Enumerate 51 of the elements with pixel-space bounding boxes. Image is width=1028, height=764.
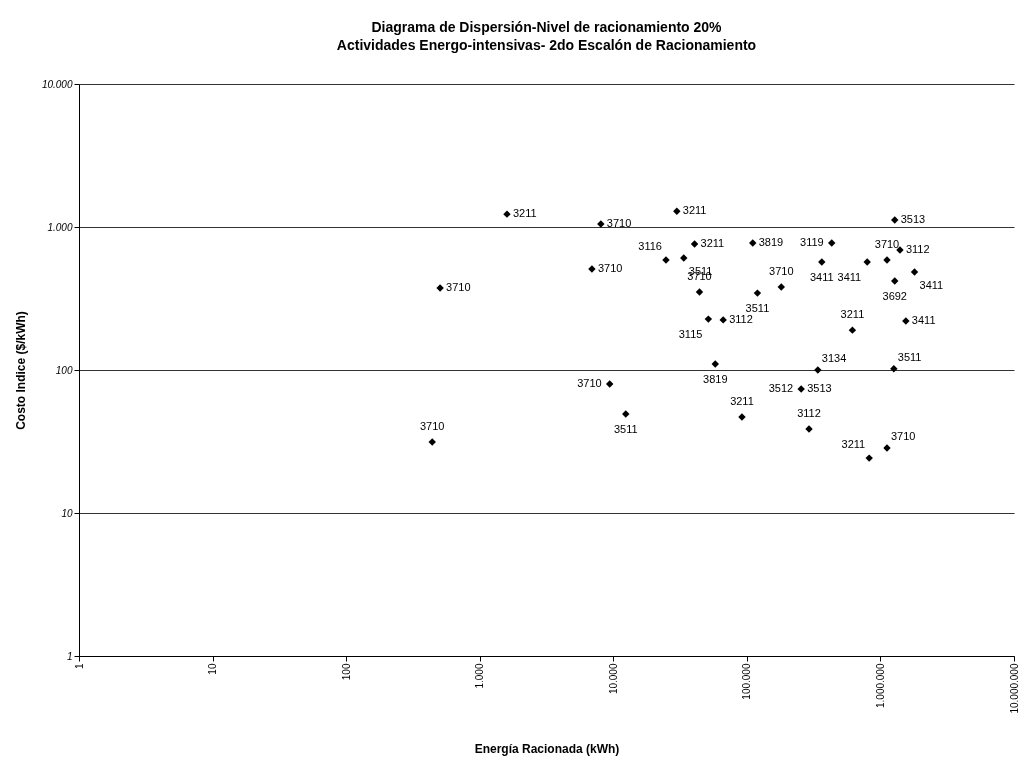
chart-title: Diagrama de Dispersión-Nivel de racionamiento 20% (371, 19, 723, 35)
annotation: 3513 (900, 212, 926, 225)
chart-subtitle: Actividades Energo-intensivas- 2do Escalón de Racionamiento (336, 37, 757, 53)
annotation: 3211 (682, 204, 707, 217)
annotation: 3710 (597, 262, 623, 275)
annotation: 3710 (874, 237, 900, 250)
annotation: 3411 (919, 279, 944, 292)
annotation: 3411 (809, 271, 834, 284)
y-tick-label: 10.000 (41, 78, 73, 90)
annotation: 3119 (800, 235, 824, 248)
y-axis-title: Costo Indice ($/kWh) (13, 311, 28, 430)
annotation: 3511 (613, 422, 638, 435)
annotation: 3512 (768, 382, 794, 395)
y-tick-label: 10 (61, 507, 73, 519)
x-tick-label: 100.000 (741, 663, 753, 700)
annotation: 3211 (512, 207, 537, 220)
annotation: 3211 (840, 308, 865, 321)
annotation: 3710 (606, 216, 632, 229)
annotation: 3116 (638, 239, 662, 252)
x-tick-label: 100 (340, 663, 352, 681)
x-tick-label: 10.000 (607, 663, 619, 695)
annotation: 3112 (905, 243, 930, 256)
annotation: 3710 (446, 281, 471, 294)
annotation: 3211 (730, 395, 754, 408)
annotation: 3710 (891, 429, 916, 442)
y-tick-label: 100 (55, 364, 73, 376)
annotation: 3211 (700, 237, 725, 250)
x-axis-title: Energía Racionada (kWh) (474, 741, 620, 756)
x-tick-label: 1.000.000 (874, 663, 886, 708)
annotation: 3710 (769, 264, 794, 277)
annotation: 3511 (745, 302, 770, 315)
annotation: 3134 (821, 352, 847, 364)
annotation: 3710 (419, 419, 445, 432)
annotation: 3692 (882, 290, 907, 303)
annotation: 3112 (729, 312, 753, 325)
y-tick-label: 1 (66, 650, 73, 662)
annotation: 3513 (807, 382, 832, 395)
annotation: 3819 (703, 373, 728, 386)
annotation: 3819 (758, 235, 784, 248)
annotation: 3511 (897, 350, 922, 363)
annotation: 3112 (797, 406, 821, 419)
x-tick-label: 10.000.000 (1008, 663, 1020, 714)
y-tick-label: 1.000 (47, 221, 73, 233)
x-tick-label: 10 (207, 663, 219, 675)
annotation: 3115 (678, 328, 703, 341)
annotation: 3411 (911, 314, 936, 327)
annotation: 3411 (837, 271, 862, 284)
x-tick-label: 1 (73, 663, 85, 670)
annotation: 3710 (577, 377, 602, 390)
x-tick-label: 1.000 (474, 663, 486, 689)
annotation: 3211 (841, 438, 866, 451)
